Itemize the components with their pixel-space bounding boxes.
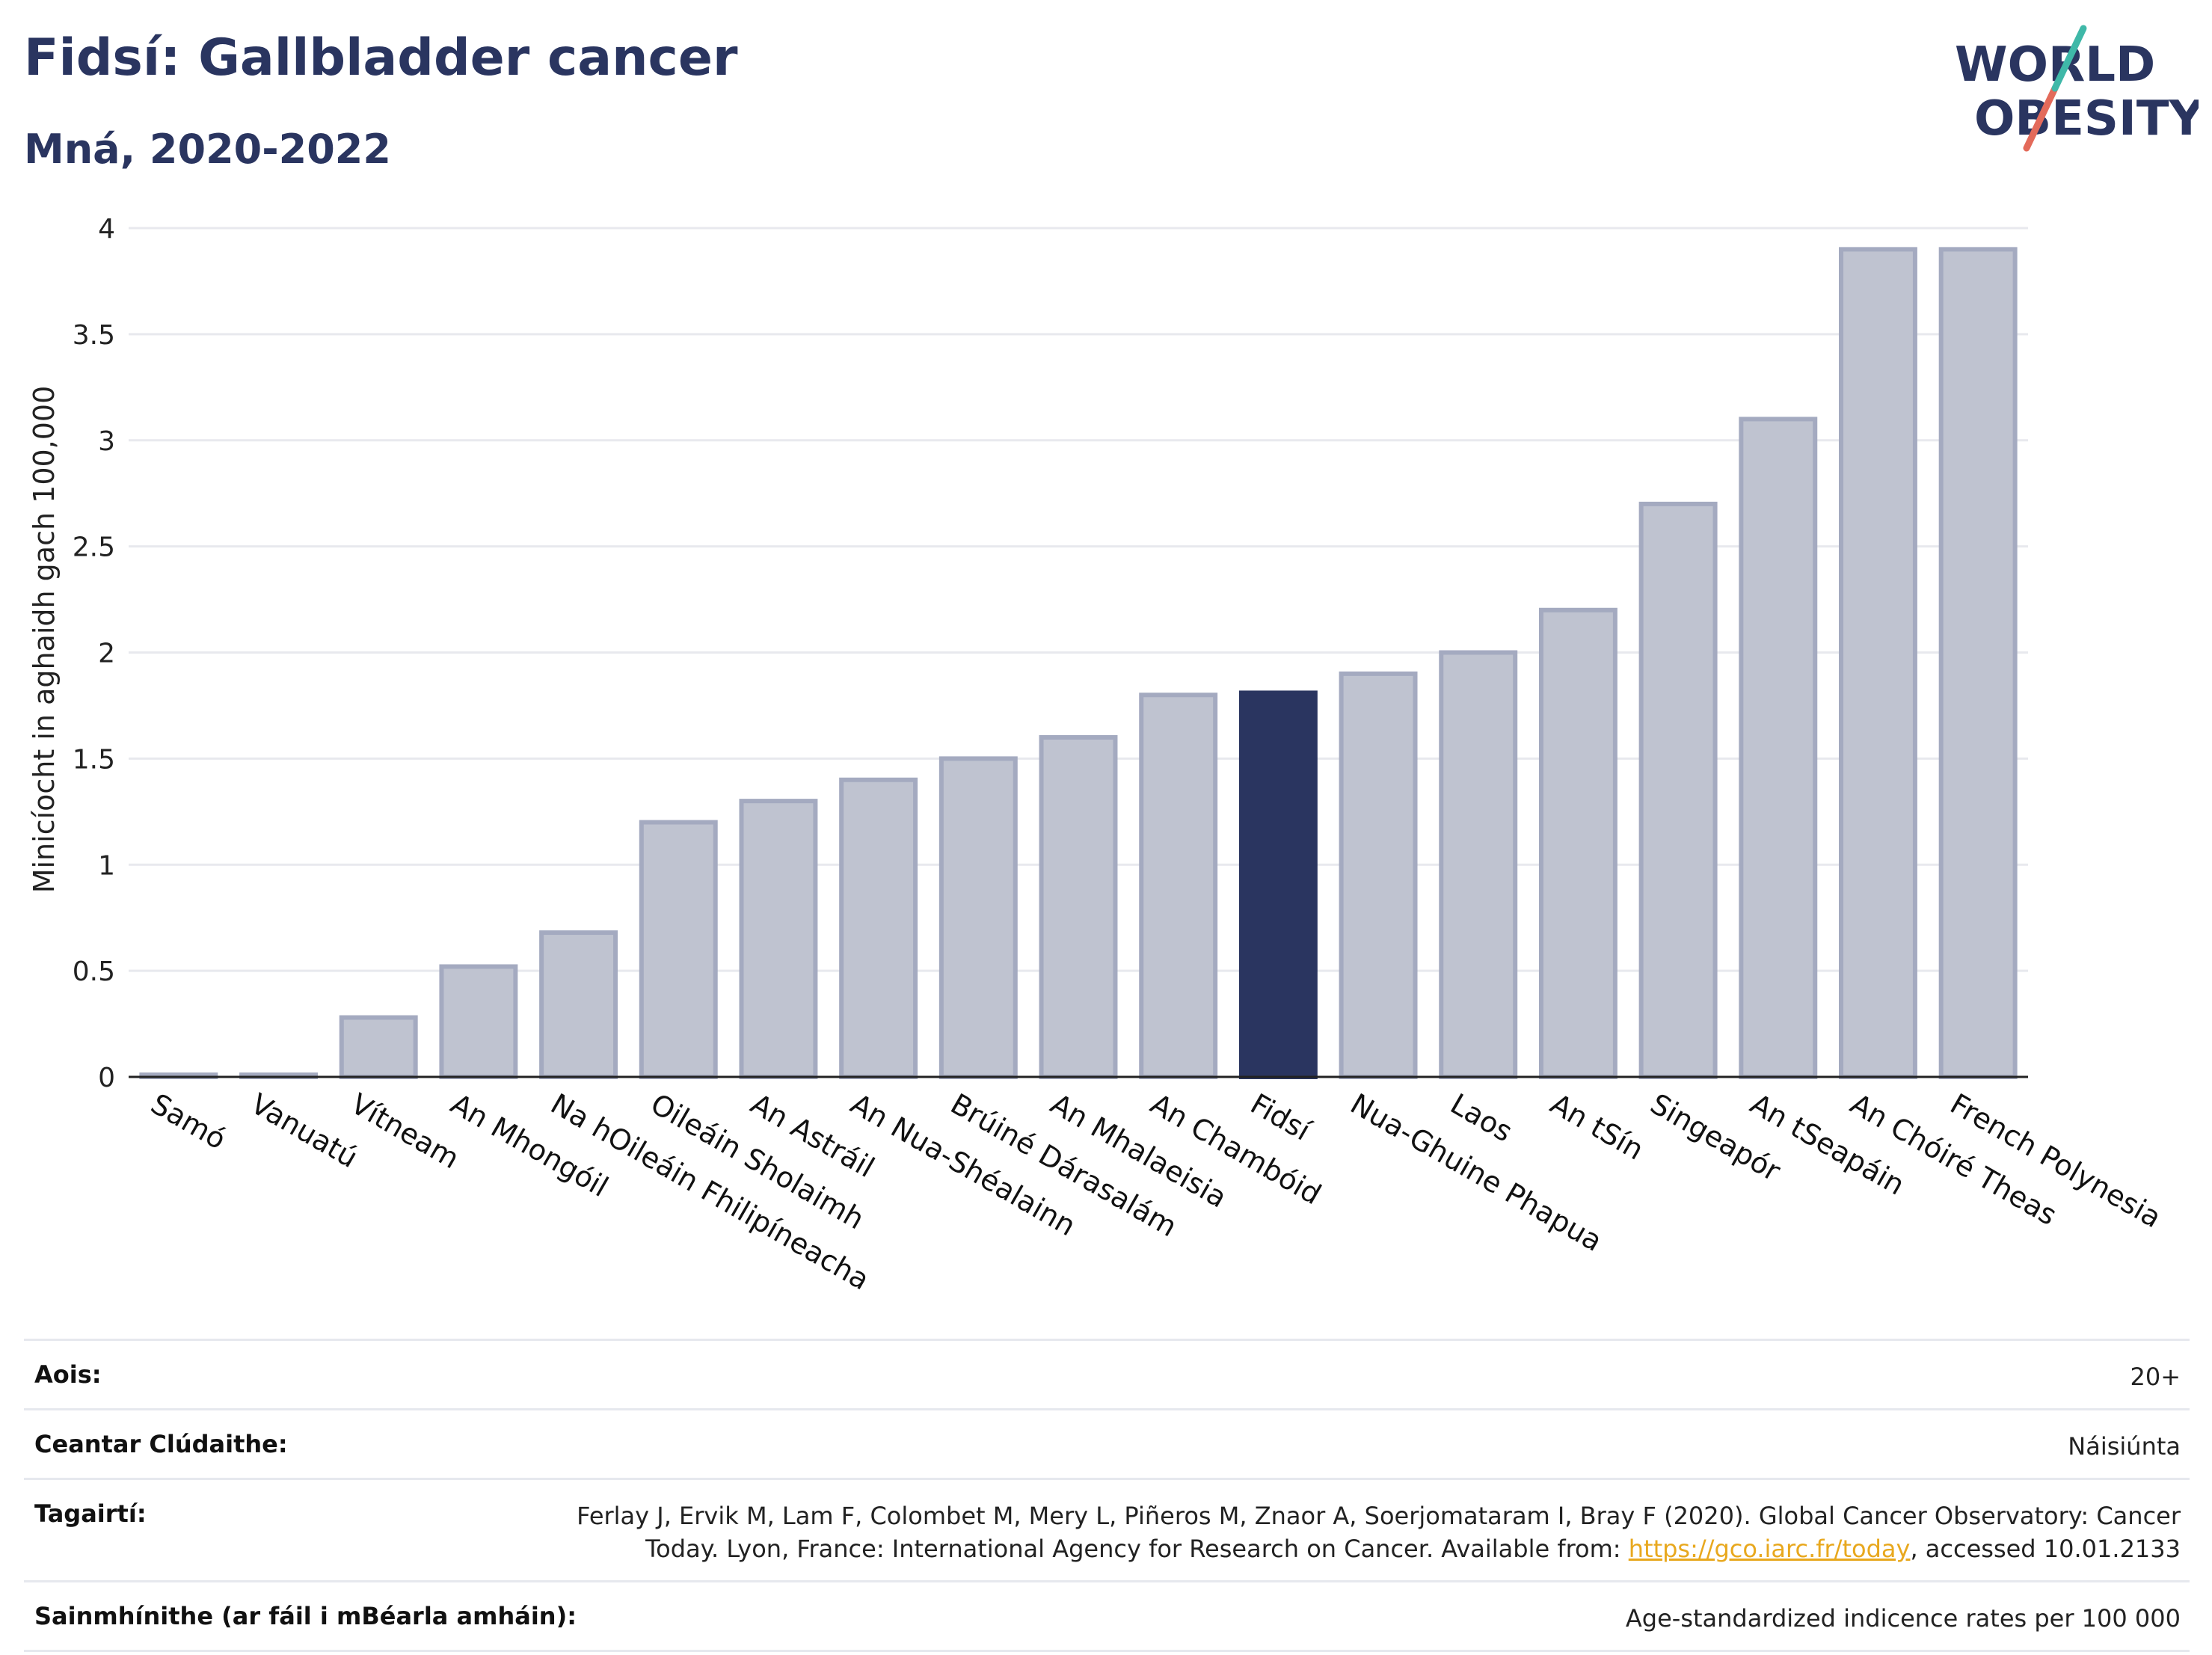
x-tick-label: Laos <box>1445 1087 1518 1149</box>
info-table: Aois: 20+ Ceantar Clúdaithe: Náisiúnta T… <box>24 1339 2190 1652</box>
y-tick-label: 2.5 <box>73 532 115 563</box>
footer-label: Ceantar Clúdaithe: <box>34 1430 288 1458</box>
bar-8[interactable] <box>938 756 1018 1079</box>
y-tick-label: 2 <box>98 639 115 669</box>
x-tick-label: Fidsí <box>1245 1087 1317 1148</box>
footer-label: Tagairtí: <box>34 1499 147 1528</box>
chart-title: Fidsí: Gallbladder cancer <box>24 28 738 87</box>
svg-text:OBESITY: OBESITY <box>1974 91 2199 147</box>
bar-3[interactable] <box>439 964 518 1079</box>
chart-subtitle: Mná, 2020-2022 <box>24 126 391 173</box>
x-tick-label: Samó <box>145 1087 231 1156</box>
reference-accessed: , accessed 10.01.2133 <box>1910 1535 2181 1563</box>
world-obesity-logo: WORLD OBESITY <box>1955 25 2199 152</box>
y-tick-label: 3 <box>98 426 115 457</box>
footer-row-age: Aois: 20+ <box>24 1339 2190 1408</box>
bar-17[interactable] <box>1839 247 1917 1079</box>
y-tick-label: 1 <box>98 850 115 881</box>
bar-15[interactable] <box>1638 501 1718 1079</box>
footer-value: Ferlay J, Ervik M, Lam F, Colombet M, Me… <box>573 1499 2181 1565</box>
footer-row-references: Tagairtí: Ferlay J, Ervik M, Lam F, Colo… <box>24 1478 2190 1580</box>
bar-5[interactable] <box>639 820 718 1079</box>
y-tick-label: 0 <box>98 1063 115 1093</box>
bar-4[interactable] <box>539 930 618 1080</box>
bar-10[interactable] <box>1139 693 1218 1079</box>
reference-link[interactable]: https://gco.iarc.fr/today <box>1628 1535 1911 1563</box>
bar-14[interactable] <box>1538 607 1617 1079</box>
bar-12[interactable] <box>1339 671 1418 1079</box>
y-tick-label: 4 <box>98 214 115 245</box>
bar-18[interactable] <box>1938 247 2018 1079</box>
reference-text: Ferlay J, Ervik M, Lam F, Colombet M, Me… <box>577 1502 2181 1563</box>
footer-label: Aois: <box>34 1360 102 1389</box>
bar-9[interactable] <box>1039 735 1118 1079</box>
x-tick-label: Vítneam <box>345 1087 465 1176</box>
footer-label: Sainmhínithe (ar fáil i mBéarla amháin): <box>34 1602 577 1630</box>
bar-16[interactable] <box>1739 417 1818 1079</box>
footer-value: Age-standardized indicence rates per 100… <box>1625 1604 2181 1633</box>
y-tick-label: 1.5 <box>73 744 115 775</box>
x-tick-label: An Chambóid <box>1145 1087 1327 1212</box>
x-tick-label: Vanuatú <box>245 1087 363 1174</box>
y-tick-label: 3.5 <box>73 320 115 351</box>
bar-2[interactable] <box>339 1015 418 1080</box>
footer-row-definitions: Sainmhínithe (ar fáil i mBéarla amháin):… <box>24 1580 2190 1652</box>
bar-13[interactable] <box>1439 650 1518 1079</box>
y-tick-label: 0.5 <box>73 957 115 987</box>
bar-6[interactable] <box>739 799 818 1079</box>
bar-11[interactable] <box>1238 690 1318 1079</box>
footer-row-area: Ceantar Clúdaithe: Náisiúnta <box>24 1408 2190 1478</box>
bar-7[interactable] <box>839 777 918 1079</box>
x-tick-label: An tSín <box>1545 1087 1650 1167</box>
footer-value: Náisiúnta <box>2068 1432 2181 1461</box>
footer-value: 20+ <box>2130 1363 2181 1391</box>
y-axis-label: Minicíocht in aghaidh gach 100,000 <box>28 386 61 894</box>
